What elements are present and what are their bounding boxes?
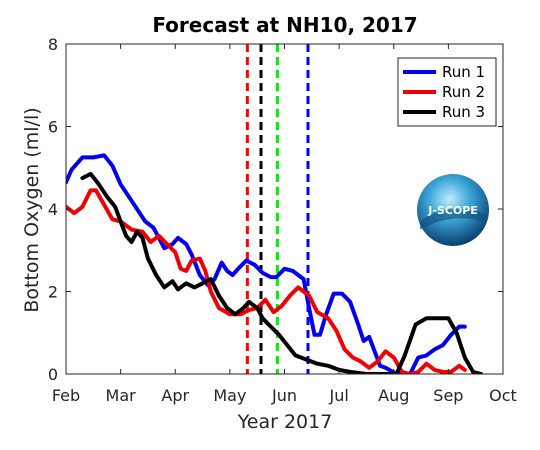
x-tick-label: Feb xyxy=(52,386,80,405)
x-tick-label: Oct xyxy=(489,386,517,405)
x-tick-label: Mar xyxy=(106,386,137,405)
y-tick-label: 2 xyxy=(48,283,58,302)
series-line-run-2 xyxy=(66,188,467,374)
x-tick-label: Aug xyxy=(378,386,409,405)
x-tick-label: Jul xyxy=(328,386,348,405)
legend-box xyxy=(397,57,497,127)
legend: Run 1 Run 2 Run 3 xyxy=(397,57,497,127)
x-tick-label: Apr xyxy=(161,386,189,405)
legend-label: Run 3 xyxy=(442,103,485,121)
x-axis-label: Year 2017 xyxy=(237,411,333,433)
legend-label: Run 2 xyxy=(442,83,485,101)
series-line-run-1 xyxy=(66,153,467,374)
y-axis-label: Bottom Oxygen (ml/l) xyxy=(21,107,43,312)
y-tick-label: 8 xyxy=(48,35,58,54)
x-tick-label: Sep xyxy=(433,386,463,405)
j-scope-logo: J-SCOPE xyxy=(417,174,489,246)
y-tick-label: 6 xyxy=(48,118,58,137)
chart-title: Forecast at NH10, 2017 xyxy=(152,13,417,37)
x-tick-label: May xyxy=(213,386,246,405)
logo-text: J-SCOPE xyxy=(427,204,478,217)
legend-label: Run 1 xyxy=(442,63,485,81)
y-tick-label: 4 xyxy=(48,200,58,219)
series-line-run-3 xyxy=(80,171,484,374)
y-tick-label: 0 xyxy=(48,365,58,384)
x-tick-label: Jun xyxy=(271,386,297,405)
